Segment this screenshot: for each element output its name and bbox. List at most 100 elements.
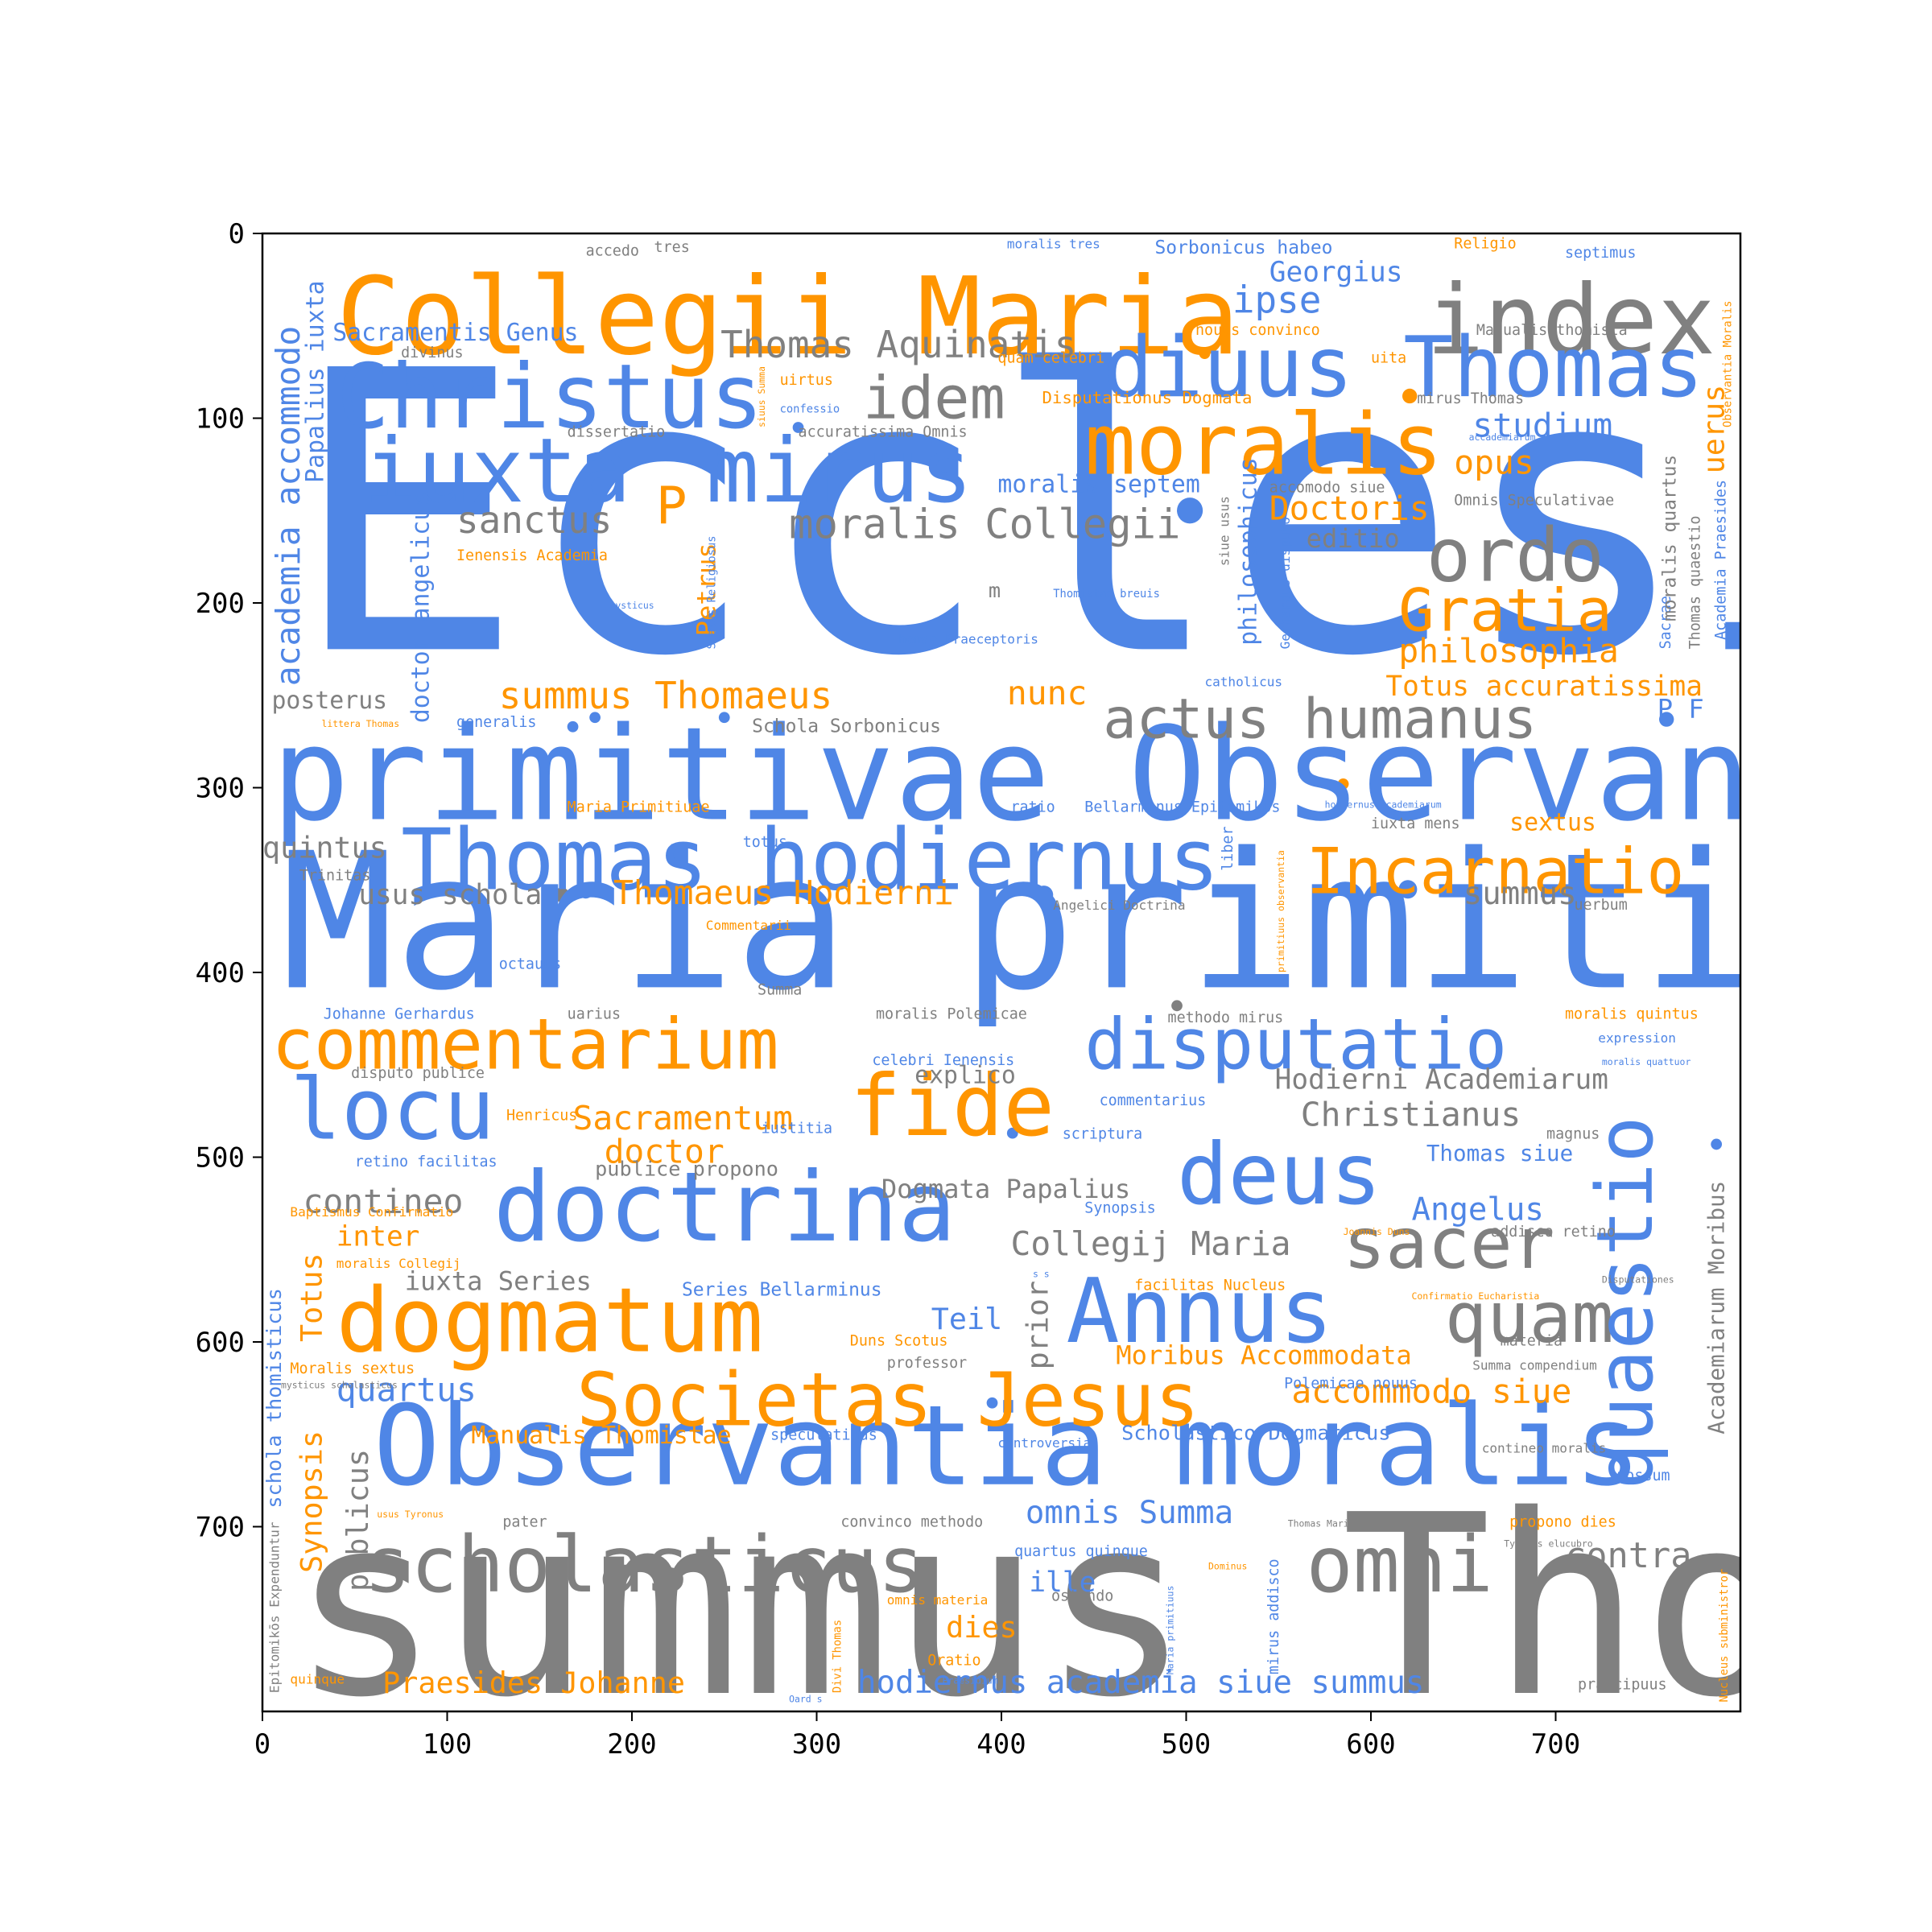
cloud-word-141: Henricus (506, 1108, 577, 1125)
cloud-word-163: Polemicae nouus (1284, 1375, 1418, 1392)
cloud-word-67: contineo (303, 1182, 463, 1220)
x-tick-label-5: 500 (1162, 1728, 1211, 1761)
cloud-word-86: contra (1565, 1536, 1691, 1576)
cloud-word-105: mirus Thomas (1417, 390, 1524, 407)
cloud-word-142: iustitia (762, 1121, 832, 1137)
cloud-word-20: fide (850, 1056, 1055, 1155)
cloud-word-174: Tyronus elucubro (1504, 1538, 1593, 1550)
cloud-word-127: uerbum (1574, 897, 1627, 914)
cloud-word-129: octauus (499, 956, 561, 972)
x-tick-label-4: 400 (976, 1728, 1026, 1761)
cloud-dot-9 (554, 887, 569, 902)
cloud-word-89: Praesides Johanne (382, 1666, 685, 1700)
cloud-word-88: dies (946, 1610, 1017, 1645)
cloud-word-93: tres (654, 239, 690, 256)
cloud-word-12: idem (863, 365, 1005, 433)
cloud-dot-2 (1199, 348, 1211, 360)
cloud-word-79: quartus (336, 1370, 477, 1409)
cloud-word-196: Thomas quaestio (1687, 516, 1704, 650)
cloud-word-57: quintus (262, 831, 387, 865)
cloud-word-192: liber (1220, 826, 1236, 870)
cloud-word-14: Gratia (1398, 576, 1612, 645)
x-axis: 0 100 200 300 400 500 600 700 (254, 1711, 1580, 1761)
cloud-word-125: Trinitas (299, 867, 370, 884)
cloud-word-143: scriptura (1063, 1126, 1142, 1143)
cloud-word-74: Totus (294, 1253, 328, 1342)
cloud-word-186: Maria primitiuus (1164, 1586, 1175, 1674)
cloud-word-52: Sacramentis Genus (332, 319, 578, 347)
cloud-word-78: accommodo siue (1291, 1373, 1571, 1411)
cloud-word-200: siuus Summa (756, 366, 767, 427)
cloud-word-56: moralis septem (997, 470, 1199, 498)
cloud-word-34: ipse (1232, 279, 1322, 322)
cloud-word-84: schola thomisticus (262, 1288, 286, 1508)
cloud-word-15: actus humanus (1103, 687, 1537, 752)
cloud-word-156: Confirmatio Eucharistia (1411, 1290, 1539, 1302)
cloud-word-161: Moralis sextus (290, 1360, 415, 1377)
cloud-word-49: P F (1657, 693, 1704, 724)
cloud-word-13: ordo (1426, 512, 1604, 598)
cloud-word-182: Oard s (789, 1694, 822, 1705)
cloud-word-150: addisco retino (1491, 1224, 1616, 1241)
cloud-word-168: usus Tyronus (377, 1509, 444, 1520)
cloud-word-188: Nucleus subministror (1718, 1569, 1731, 1703)
cloud-word-128: Commentarii (706, 918, 791, 933)
cloud-word-111: Ienensis Academia (456, 547, 608, 564)
cloud-word-138: moralis quattuor (1602, 1056, 1691, 1067)
dot-layer (554, 348, 1723, 1409)
cloud-word-122: hodiernus academiarum (1325, 799, 1442, 811)
cloud-word-3: primitivae Observantia (271, 700, 1932, 850)
cloud-word-190: siue usus (1216, 496, 1232, 566)
cloud-word-0: Ecclesia (290, 289, 1932, 741)
cloud-word-170: convinco methodo (840, 1514, 983, 1531)
cloud-word-61: sextus (1509, 808, 1596, 836)
cloud-word-45: summus Thomaeus (499, 674, 832, 717)
cloud-word-94: moralis tres (1007, 236, 1100, 251)
cloud-word-21: locu (290, 1060, 494, 1159)
cloud-word-98: nouus convinco (1195, 322, 1320, 339)
cloud-word-154: Disputationes (1602, 1274, 1674, 1286)
cloud-word-30: omni (1307, 1520, 1493, 1610)
cloud-word-101: quam celebri (997, 350, 1104, 367)
cloud-word-124: totus (743, 834, 787, 851)
cloud-word-139: disputo publice (351, 1065, 485, 1082)
cloud-word-75: Teil (931, 1302, 1002, 1336)
cloud-word-24: sacer (1344, 1203, 1555, 1285)
cloud-word-160: Summa compendium (1472, 1357, 1597, 1373)
cloud-word-106: confessio (780, 403, 840, 416)
cloud-dot-5 (718, 712, 730, 724)
cloud-word-176: Dominus (1208, 1560, 1247, 1571)
cloud-word-184: Epitomikōs Expenduntur (267, 1521, 283, 1693)
cloud-word-179: Oratio (927, 1653, 980, 1670)
cloud-word-136: expression (1598, 1030, 1676, 1046)
cloud-dot-6 (567, 720, 579, 733)
cloud-word-112: m (989, 579, 1001, 602)
cloud-word-144: magnus (1546, 1126, 1600, 1143)
cloud-word-63: Sacramentum (573, 1099, 794, 1137)
cloud-word-73: iuxta Series (405, 1266, 592, 1297)
cloud-word-131: Johanne Gerhardus (324, 1005, 475, 1022)
cloud-word-7: diuus Thomas (1103, 320, 1703, 416)
cloud-dot-15 (1711, 1138, 1723, 1150)
y-tick-label-6: 600 (196, 1327, 245, 1359)
cloud-word-18: commentarium (271, 1003, 778, 1085)
cloud-word-19: disputatio (1084, 1003, 1507, 1085)
cloud-word-180: Praesidium (943, 1675, 998, 1686)
cloud-word-166: contineo moralis (1482, 1441, 1607, 1456)
cloud-word-152: s s (1033, 1269, 1050, 1280)
cloud-word-148: Synopsis (1084, 1199, 1155, 1216)
cloud-word-44: Totus accuratissima (1385, 671, 1703, 703)
cloud-word-41: moralis Collegii (789, 501, 1180, 548)
cloud-word-38: opus (1454, 443, 1534, 481)
cloud-word-27: dogmatum (336, 1269, 764, 1372)
cloud-word-108: accuratissima Omnis (799, 423, 968, 440)
cloud-word-10: iuxta (364, 419, 631, 522)
cloud-word-53: doctor angelicus (407, 492, 436, 723)
cloud-word-60: summus (1463, 876, 1577, 912)
cloud-word-36: studium (1472, 406, 1612, 444)
cloud-word-65: Hodierni Academiarum (1275, 1064, 1608, 1096)
cloud-word-137: celebri Ienensis (872, 1052, 1014, 1069)
cloud-dot-14 (986, 1397, 998, 1409)
